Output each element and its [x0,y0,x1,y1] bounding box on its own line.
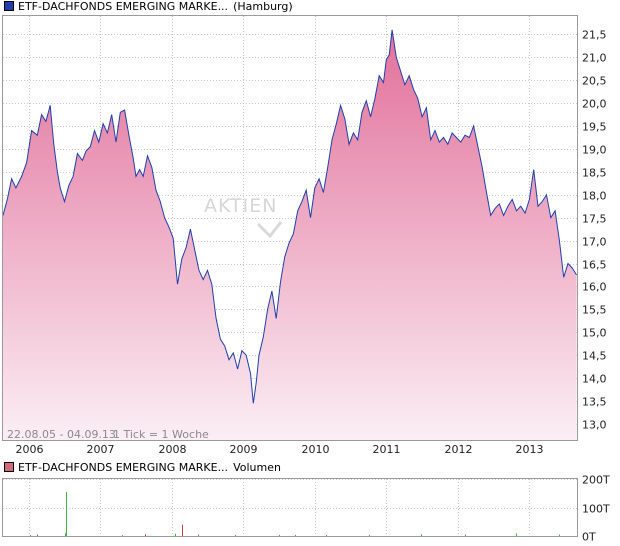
price-y-tick-label: 13,5 [582,396,607,409]
price-legend: ETF-DACHFONDS EMERGING MARKE... (Hamburg) [4,0,293,14]
price-y-tick-label: 13,0 [582,419,607,432]
price-y-tick-label: 16,5 [582,259,607,272]
x-tick-label: 2010 [302,443,330,456]
price-y-tick-label: 19,0 [582,144,607,157]
x-tick-label: 2013 [516,443,544,456]
volume-series-swatch [4,462,14,472]
price-y-tick-label: 15,0 [582,327,607,340]
price-y-tick-label: 15,5 [582,304,607,317]
volume-label: Volumen [233,461,281,474]
tick-interval-label: 1 Tick = 1 Woche [113,428,209,441]
volume-grid [3,479,578,537]
x-tick-label: 2012 [445,443,473,456]
x-axis: 2006 2007 2008 2009 2010 2011 2012 2013 [16,443,544,456]
price-y-axis: 13,0 13,5 14,0 14,5 15,0 15,5 16,0 16,5 17,0 17,5… [582,29,607,432]
watermark-check-icon [256,221,283,239]
price-plot-frame [2,15,578,441]
watermark: AKTIEN [204,195,283,239]
price-y-tick-label: 19,5 [582,121,607,134]
price-series-name: ETF-DACHFONDS EMERGING MARKE... [18,0,229,13]
volume-legend: ETF-DACHFONDS EMERGING MARKE... Volumen [4,461,281,475]
x-tick-label: 2011 [373,443,401,456]
x-tick-label: 2007 [87,443,115,456]
price-y-tick-label: 18,0 [582,190,607,203]
x-tick-label: 2009 [230,443,258,456]
price-y-tick-label: 21,5 [582,29,607,42]
price-y-tick-label: 18,5 [582,167,607,180]
watermark-text: AKTIEN [204,195,277,217]
date-range-label: 22.08.05 - 04.09.13 [7,428,116,441]
x-tick-label: 2008 [159,443,187,456]
volume-series-name: ETF-DACHFONDS EMERGING MARKE... [18,461,229,474]
volume-bars [30,491,560,536]
price-y-tick-label: 20,0 [582,98,607,111]
price-y-tick-label: 14,5 [582,350,607,363]
x-tick-label: 2006 [16,443,44,456]
volume-y-tick-label: 0T [582,531,596,544]
price-y-tick-label: 17,5 [582,213,607,226]
price-y-tick-label: 20,5 [582,75,607,88]
volume-plot-frame [2,478,578,537]
price-area [3,29,577,441]
price-y-tick-label: 14,0 [582,373,607,386]
volume-y-axis: 0T 100T 200T [582,474,610,544]
price-y-tick-label: 17,0 [582,236,607,249]
exchange-label: (Hamburg) [233,0,293,13]
volume-y-tick-label: 200T [582,474,610,487]
price-y-tick-label: 16,0 [582,281,607,294]
price-y-tick-label: 21,0 [582,52,607,65]
price-line [2,29,578,404]
price-series-swatch [4,1,14,11]
volume-y-tick-label: 100T [582,503,610,516]
